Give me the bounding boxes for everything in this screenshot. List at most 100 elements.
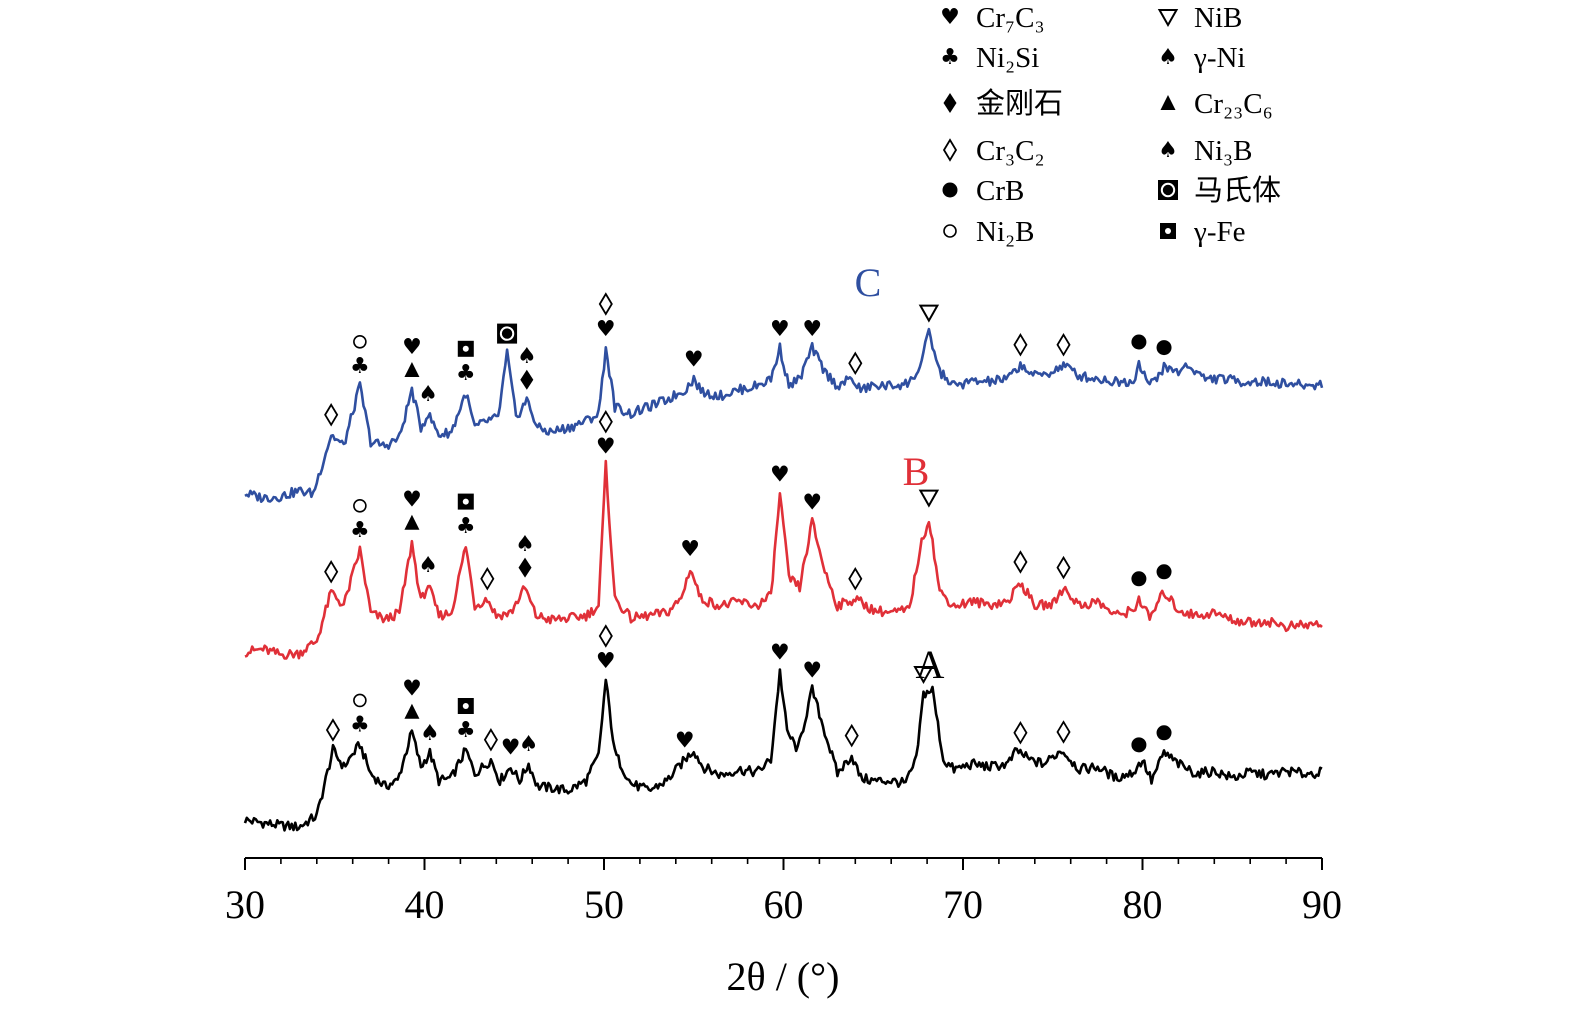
- series-line-B: [244, 459, 1323, 660]
- svg-text:♣: ♣: [456, 514, 476, 539]
- svg-text:♣: ♣: [350, 713, 370, 738]
- peak-marker-C-16-0: [1156, 340, 1172, 356]
- peak-marker-C-2-1: [404, 362, 420, 377]
- svg-text:♥: ♥: [402, 335, 422, 360]
- svg-text:♥: ♥: [596, 317, 616, 342]
- x-tick-label-30: 30: [225, 882, 265, 927]
- series-line-C: [244, 327, 1324, 503]
- series-label-A: A: [916, 642, 945, 687]
- peak-marker-C-11-0: [848, 351, 863, 376]
- svg-text:♥: ♥: [402, 677, 422, 702]
- peak-marker-B-5-0: [480, 567, 495, 591]
- svg-text:♠: ♠: [1158, 45, 1178, 70]
- peak-marker-C-0-0: [324, 403, 339, 427]
- legend-symbol-6: [1157, 9, 1179, 28]
- peak-marker-C-7-1: ♥: [596, 317, 616, 342]
- svg-text:♥: ♥: [402, 488, 422, 513]
- legend-label-11: γ-Fe: [1193, 216, 1245, 248]
- legend-symbol-7: ♠: [1158, 45, 1178, 70]
- svg-text:♥: ♥: [770, 463, 790, 488]
- peak-marker-A-6-0: ♥: [501, 736, 521, 761]
- peak-marker-B-8-0: ♥: [680, 537, 700, 562]
- peak-marker-C-12-0: [918, 304, 940, 323]
- peak-marker-B-7-0: [598, 410, 613, 434]
- peak-marker-C-6-0: ♠: [517, 344, 537, 369]
- legend-symbol-11: [1160, 223, 1176, 239]
- svg-text:♥: ♥: [501, 736, 521, 761]
- svg-text:♣: ♣: [350, 354, 370, 379]
- legend-symbol-3: [942, 138, 958, 162]
- peak-marker-B-16-0: [1156, 564, 1172, 580]
- series-layer: [243, 327, 1324, 832]
- peak-marker-C-1-1: ♣: [350, 354, 370, 379]
- peak-marker-A-15-0: [1056, 720, 1071, 744]
- peak-marker-C-13-0: [1013, 333, 1028, 357]
- legend-symbol-8: [1160, 95, 1176, 110]
- series-label-layer: A B C: [855, 260, 945, 687]
- svg-text:♠: ♠: [418, 553, 438, 578]
- svg-text:♥: ♥: [802, 317, 822, 342]
- peak-marker-B-3-0: ♠: [418, 553, 438, 578]
- svg-text:♥: ♥: [770, 317, 790, 342]
- x-axis: 30 40 50 60 70 80 90: [225, 857, 1342, 927]
- peak-marker-B-2-1: [404, 514, 420, 530]
- legend-label-9: Ni₃B: [1194, 135, 1252, 167]
- peak-marker-B-7-1: ♥: [596, 435, 616, 460]
- peak-marker-C-5-0: [497, 323, 518, 344]
- peak-marker-B-14-0: [1056, 555, 1071, 580]
- peak-marker-C-10-0: ♥: [802, 317, 822, 342]
- peak-marker-A-17-0: [1156, 725, 1172, 741]
- x-tick-label-50: 50: [584, 882, 624, 927]
- peak-marker-A-4-0: [457, 698, 474, 714]
- svg-text:♥: ♥: [596, 649, 616, 674]
- peak-marker-B-0-0: [324, 560, 339, 584]
- legend-symbol-0: ♥: [940, 5, 960, 30]
- svg-text:♠: ♠: [1158, 138, 1178, 163]
- legend-symbol-2: [943, 93, 957, 113]
- legend-symbol-9: ♠: [1158, 138, 1178, 163]
- peak-marker-A-5-0: [483, 728, 498, 752]
- peak-marker-C-1-0: [353, 334, 367, 349]
- peak-marker-A-3-0: ♠: [420, 721, 440, 746]
- peak-marker-C-3-0: ♠: [418, 382, 438, 407]
- peak-marker-A-14-0: [1013, 721, 1028, 745]
- peak-marker-A-4-1: ♣: [456, 718, 476, 743]
- svg-text:♥: ♥: [802, 659, 822, 684]
- series-label-B: B: [903, 449, 930, 494]
- peak-marker-A-11-0: ♥: [802, 659, 822, 684]
- svg-text:♥: ♥: [596, 435, 616, 460]
- peak-marker-B-4-1: ♣: [456, 514, 476, 539]
- x-tick-label-70: 70: [943, 882, 983, 927]
- peak-marker-B-2-0: ♥: [402, 488, 422, 513]
- legend-label-6: NiB: [1194, 2, 1242, 34]
- peak-marker-B-4-0: [457, 493, 474, 510]
- legend-label-3: Cr₃C₂: [976, 135, 1045, 167]
- peak-marker-A-8-0: [598, 624, 613, 648]
- svg-text:♠: ♠: [517, 344, 537, 369]
- x-tick-label-80: 80: [1123, 882, 1163, 927]
- peak-marker-B-12-0: [918, 489, 940, 508]
- peak-marker-B-1-1: ♣: [350, 518, 370, 543]
- peak-marker-B-6-1: [518, 557, 532, 578]
- svg-text:♥: ♥: [675, 729, 695, 754]
- peak-marker-C-14-0: [1056, 333, 1071, 357]
- legend-symbol-4: [942, 182, 958, 198]
- svg-text:♥: ♥: [684, 348, 704, 373]
- legend-label-0: Cr₇C₃: [976, 2, 1045, 34]
- svg-text:♠: ♠: [420, 721, 440, 746]
- legend-symbol-5: [943, 224, 957, 238]
- peak-marker-B-10-0: ♥: [802, 491, 822, 516]
- svg-text:♠: ♠: [515, 532, 535, 557]
- peak-marker-layer: ♣♥♠ ♣♥♠♥♥♥♥♣♥♠♣♠♥♥♥♥♣♥♠♣♠♥♥♥ ♥: [324, 292, 1172, 761]
- svg-text:♣: ♣: [940, 45, 960, 70]
- legend-label-1: Ni₂Si: [976, 42, 1039, 74]
- peak-marker-C-15-0: [1131, 334, 1147, 350]
- peak-marker-C-8-0: ♥: [684, 348, 704, 373]
- peak-marker-A-12-0: [844, 723, 859, 748]
- peak-marker-A-7-0: ♠: [519, 732, 539, 757]
- svg-text:♣: ♣: [456, 361, 476, 386]
- svg-text:♥: ♥: [680, 537, 700, 562]
- peak-marker-A-16-0: [1131, 737, 1147, 753]
- series-line-A: [243, 668, 1323, 832]
